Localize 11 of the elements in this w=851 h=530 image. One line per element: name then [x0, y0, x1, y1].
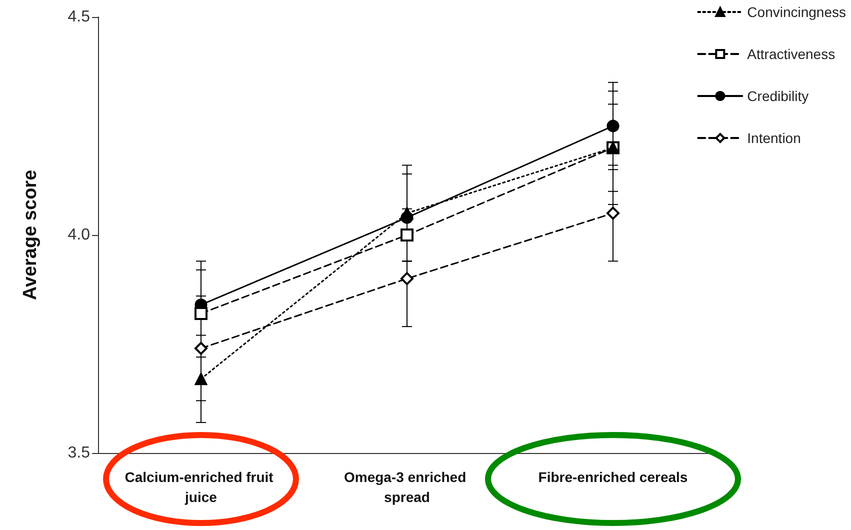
legend-label: Intention [747, 130, 801, 146]
x-tick-label: Fibre-enriched cereals [538, 469, 688, 485]
y-tick-label: 4.5 [68, 8, 90, 26]
legend-label: Convincingness [747, 4, 846, 20]
legend-label: Credibility [747, 88, 809, 104]
y-tick-label: 3.5 [68, 444, 90, 462]
x-tick-label: Calcium-enriched fruit juice [124, 469, 278, 505]
legend-label: Attractiveness [747, 46, 836, 62]
y-axis-title: Average score [20, 170, 41, 300]
x-tick-label: Omega-3 enriched spread [344, 469, 470, 505]
y-tick-label: 4.0 [68, 226, 90, 244]
